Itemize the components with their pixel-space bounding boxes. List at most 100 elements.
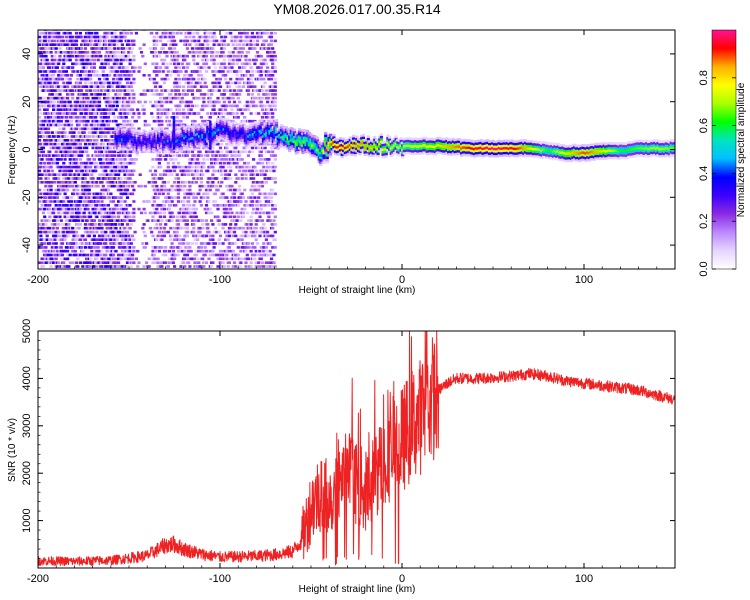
spectrogram-cell [59, 246, 63, 249]
spectrogram-cell [151, 116, 155, 119]
spectrogram-cell [80, 77, 84, 81]
spectrogram-cell [69, 104, 73, 108]
spectrogram-cell [52, 242, 56, 245]
spectrogram-cell [248, 35, 252, 39]
spectrogram-cell [132, 70, 136, 73]
spectrogram-cell [231, 104, 235, 108]
spectrogram-cell [194, 181, 198, 184]
spectrogram-cell [49, 200, 53, 203]
spectrogram-cell [122, 47, 126, 50]
spectrogram-cell [146, 219, 150, 222]
spectrogram-cell [97, 108, 102, 111]
spectrogram-cell [123, 200, 127, 203]
spectrogram-cell [227, 246, 231, 249]
spectrogram-cell [253, 89, 257, 92]
spectrogram-cell [45, 51, 49, 54]
spectrogram-cell [66, 165, 70, 169]
spectrogram-cell [40, 131, 44, 134]
spectrogram-cell [192, 223, 196, 226]
spectrogram-cell [260, 108, 265, 111]
spectrogram-cell [227, 161, 231, 165]
spectrogram-cell [249, 173, 253, 176]
spectrogram-cell [141, 226, 145, 230]
spectrogram-cell [167, 51, 172, 54]
spectrogram-cell [111, 112, 116, 115]
spectrogram-cell [238, 31, 242, 35]
spectrogram-cell [240, 173, 244, 176]
spectrogram-cell [117, 196, 121, 199]
spectrogram-cell [66, 249, 70, 253]
spectrogram-cell [193, 112, 197, 115]
spectrogram-cell [229, 70, 233, 73]
spectrogram-cell [197, 74, 201, 77]
spectrogram-cell [57, 135, 61, 138]
spectrogram-cell [117, 200, 121, 203]
spectrogram-cell [129, 31, 133, 35]
spectrogram-cell [86, 96, 90, 100]
spectrogram-cell [52, 146, 56, 150]
spectrogram-cell [211, 158, 215, 161]
spectrogram-cell [255, 219, 260, 222]
spectrogram-cell [173, 169, 177, 173]
spectrogram-cell [113, 62, 117, 66]
spectrogram-cell [54, 188, 58, 192]
spectrogram-cell [142, 223, 146, 226]
spectrogram-cell [231, 112, 235, 115]
spectrogram-cell [249, 215, 253, 219]
spectrogram-cell [156, 108, 160, 111]
spectrogram-cell [227, 234, 231, 238]
spectrogram-cell [58, 131, 62, 134]
spectrogram-cell [101, 74, 105, 77]
spectrogram-cell [197, 96, 201, 100]
spectrogram-cell [213, 81, 217, 85]
spectrogram-cell [160, 119, 164, 123]
spectrogram-cell [234, 54, 238, 58]
spectrogram-cell [81, 165, 85, 169]
spectrogram-cell [44, 127, 48, 131]
spectrogram-cell [46, 211, 51, 215]
spectrogram-cell [108, 119, 112, 123]
spectrogram-cell [124, 234, 128, 238]
spectrogram-cell [104, 215, 108, 219]
spectrogram-cell [216, 188, 220, 192]
spectrogram-cell [138, 66, 142, 69]
spectrogram-cell [249, 77, 253, 81]
spectrogram-cell [267, 158, 271, 161]
spectrogram-cell [236, 54, 240, 58]
spectrogram-cell [54, 131, 58, 134]
spectrogram-cell [147, 200, 151, 203]
spectrogram-cell [183, 173, 187, 176]
spectrogram-cell [227, 66, 231, 69]
spectrogram-cell [71, 108, 75, 111]
spectrogram-cell [174, 253, 178, 257]
spectrogram-cell [204, 234, 209, 238]
spectrogram-cell [266, 165, 270, 169]
spectrogram-cell [208, 116, 212, 119]
spectrogram-cell [225, 173, 229, 176]
spectrogram-cell [68, 93, 72, 96]
spectrogram-cell [128, 257, 132, 261]
spectrogram-cell [38, 173, 42, 176]
spectrogram-cell [109, 112, 113, 115]
spectrogram-cell [97, 249, 102, 253]
spectrogram-cell [254, 211, 258, 215]
spectrogram-cell [89, 165, 93, 169]
spectrogram-cell [255, 39, 260, 43]
spectrogram-cell [132, 112, 136, 115]
spectrogram-cell [174, 66, 178, 69]
spectrogram-cell [94, 116, 98, 119]
spectrogram-cell [235, 161, 239, 165]
spectrogram-cell [78, 81, 82, 85]
spectrogram-cell [104, 89, 108, 92]
spectrogram-cell [192, 215, 196, 219]
spectrogram-cell [86, 181, 90, 184]
spectrogram-cell [162, 226, 167, 230]
spectrogram-cell [156, 211, 160, 215]
spectrogram-cell [119, 77, 123, 81]
spectrogram-cell [171, 154, 175, 157]
spectrogram-cell [62, 70, 66, 73]
spectrogram-cell [111, 249, 116, 253]
spectrogram-cell [90, 35, 94, 39]
spectrogram-cell [109, 89, 113, 92]
spectrogram-cell [257, 66, 261, 69]
